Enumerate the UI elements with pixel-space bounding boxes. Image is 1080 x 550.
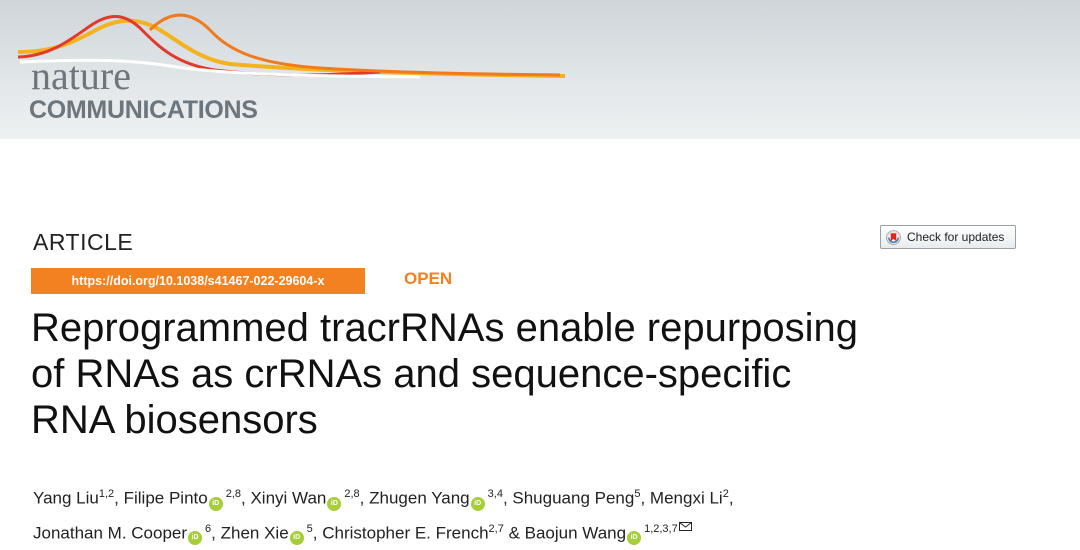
author-name[interactable]: Jonathan M. Cooper	[33, 523, 188, 543]
author-name[interactable]: Mengxi Li	[649, 488, 723, 508]
orcid-icon[interactable]: iD	[470, 496, 485, 511]
check-for-updates-button[interactable]: Check for updates	[880, 225, 1016, 249]
title-line: Reprogrammed tracrRNAs enable repurposin…	[31, 306, 859, 350]
orcid-icon[interactable]: iD	[327, 496, 342, 511]
orcid-icon[interactable]: iD	[627, 531, 642, 546]
author-name[interactable]: Filipe Pinto	[123, 488, 208, 508]
author-affiliation: 6	[205, 522, 212, 535]
author-name[interactable]: Zhugen Yang	[369, 488, 470, 508]
author-name[interactable]: Shuguang Peng	[512, 488, 635, 508]
logo-waves-graphic	[17, 13, 566, 79]
author-name[interactable]: Baojun Wang	[524, 523, 627, 543]
author-name[interactable]: Zhen Xie	[220, 523, 289, 543]
journal-logo-communications: COMMUNICATIONS	[29, 96, 258, 124]
orcid-icon[interactable]: iD	[289, 531, 304, 546]
author-affiliation: 3,4	[487, 488, 503, 500]
author-name[interactable]: Yang Liu	[33, 488, 99, 508]
crossmark-icon	[886, 229, 901, 245]
author-affiliation: 2	[722, 488, 729, 500]
orcid-icon[interactable]: iD	[188, 531, 203, 546]
author-affiliation: 2,7	[488, 522, 504, 535]
author-name[interactable]: Xinyi Wan	[250, 488, 327, 508]
author-affiliation: 2,8	[344, 488, 360, 500]
open-access-badge: OPEN	[404, 269, 453, 288]
article-title: Reprogrammed tracrRNAs enable repurposin…	[31, 305, 1031, 443]
check-for-updates-label: Check for updates	[907, 230, 1005, 244]
journal-logo-nature: nature	[31, 53, 131, 98]
author-line: Jonathan M. Cooper iD6, Zhen Xie iD5, Chri…	[33, 514, 1063, 549]
title-line: RNA biosensors	[31, 398, 318, 442]
journal-header: nature COMMUNICATIONS	[0, 0, 1080, 139]
envelope-icon[interactable]	[678, 522, 692, 532]
author-affiliation: 1,2	[98, 488, 115, 500]
author-affiliation: 5	[306, 522, 313, 535]
doi-link[interactable]: https://doi.org/10.1038/s41467-022-29604…	[31, 268, 365, 294]
title-line: of RNAs as crRNAs and sequence-specific	[31, 352, 792, 396]
author-list: Yang Liu1,2, Filipe Pinto iD2,8, Xinyi Wa…	[33, 479, 1063, 548]
author-affiliation: 5	[634, 488, 641, 500]
author-name[interactable]: Christopher E. French	[322, 523, 489, 543]
author-line: Yang Liu1,2, Filipe Pinto iD2,8, Xinyi Wa…	[33, 479, 1063, 514]
author-affiliation: 1,2,3,7	[644, 522, 678, 535]
orcid-icon[interactable]: iD	[208, 496, 223, 511]
article-type-label: ARTICLE	[33, 229, 134, 255]
author-affiliation: 2,8	[225, 488, 242, 500]
